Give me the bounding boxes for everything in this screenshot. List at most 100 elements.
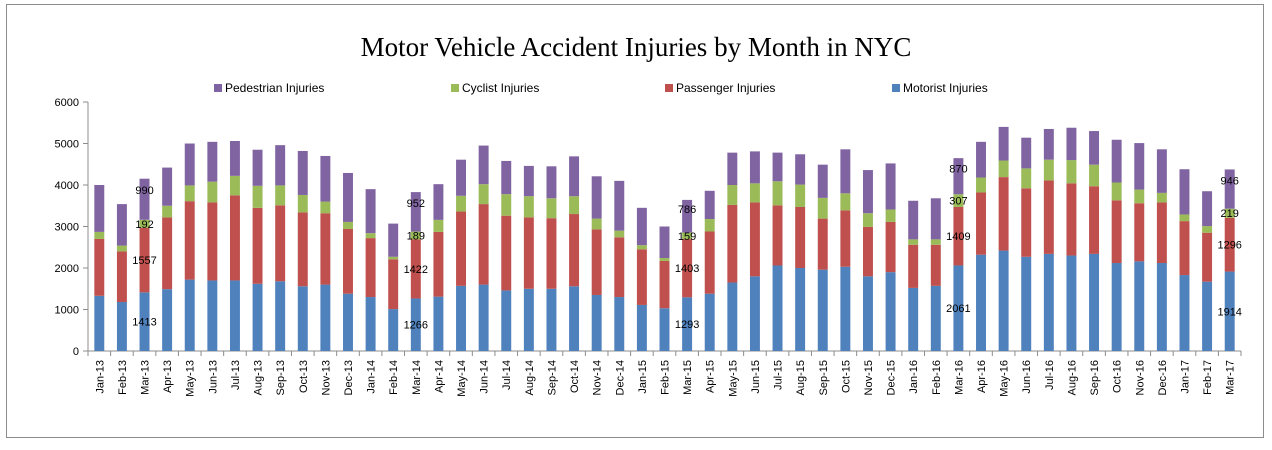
legend-label: Motorist Injuries [903,81,988,95]
x-tick-label: Jan-13 [94,360,106,394]
bar-segment [478,284,489,351]
bar-segment [523,196,534,218]
y-tick-label: 5000 [55,139,79,151]
bar-segment [704,190,715,220]
bars [94,126,1235,351]
bar-segment [94,185,105,232]
bar-segment [252,283,263,351]
bar-segment [546,166,557,199]
bar-segment [410,239,421,299]
x-tick-label: May-13 [185,360,197,397]
bar-segment [998,250,1009,351]
bar-segment [727,282,738,351]
bar-segment [433,184,444,220]
bar-segment [976,141,986,178]
bar-segment [862,213,873,227]
x-tick-label: May-16 [999,360,1011,397]
bar-segment [365,189,376,234]
bar-segment [1021,256,1032,351]
bar-segment [682,199,693,233]
data-label: 1914 [1217,306,1241,318]
bar-segment [343,293,353,351]
bar-segment [659,308,670,351]
bar-segment [456,211,467,286]
x-tick-label: Nov-16 [1134,360,1146,395]
bar-segment [1066,127,1077,161]
x-tick-label: Oct-14 [569,360,581,393]
bar-segment [116,302,127,351]
bar-segment [1089,253,1100,351]
bar-segment [727,204,738,283]
bar-segment [388,259,399,310]
bar-segment [1179,275,1190,351]
bar-segment [207,141,218,182]
bar-segment [840,266,851,351]
x-tick-label: Sep-14 [546,360,558,395]
bar-segment [139,178,150,220]
bar-segment [682,239,693,298]
bar-segment [94,295,105,351]
bar-segment [795,184,806,207]
bar-segment [591,229,602,295]
data-label: 1557 [132,255,156,267]
x-tick-label: Aug-16 [1066,360,1078,395]
bar-segment [1089,186,1100,254]
bar-segment [523,217,534,289]
bar-segment [1066,255,1077,351]
bar-segment [636,304,647,351]
bar-segment [749,202,760,277]
bar-segment [365,238,376,298]
bar-segment [275,185,286,206]
y-tick-label: 2000 [55,263,79,275]
bar-segment [343,228,353,294]
bar-segment [410,231,421,240]
bar-segment [229,280,240,351]
bar-segment [388,256,399,260]
bar-segment [885,163,896,210]
bar-segment [546,218,557,289]
bar-segment [817,269,828,351]
bar-segment [591,218,602,230]
x-tick-label: May-15 [727,360,739,397]
bar-segment [297,286,308,351]
x-tick-label: Jan-16 [908,360,920,394]
bar-segment [953,265,964,351]
bar-segment [659,258,670,261]
bar-segment [1111,182,1122,201]
bar-segment [229,141,240,176]
bar-segment [885,221,896,273]
bar-segment [569,196,580,215]
bar-segment [1043,128,1054,160]
bar-segment [501,160,512,195]
bar-segment [116,251,127,303]
bar-segment [704,231,715,294]
bar-segment [320,201,331,214]
bar-segment [1156,192,1167,203]
x-tick-label: Jul-14 [501,360,513,390]
bar-segment [252,185,263,208]
bar-segment [116,245,127,252]
x-tick-label: Dec-13 [343,360,355,395]
data-label: 1403 [675,263,699,275]
bar-segment [659,260,670,309]
x-tick-label: Jan-14 [366,360,378,394]
bar-segment [1111,263,1122,351]
x-tick-label: Jul-15 [773,360,785,390]
bar-segment [704,293,715,351]
bar-segment [749,151,760,184]
bar-segment [749,276,760,351]
bar-segment [478,204,489,285]
bar-segment [1179,169,1190,215]
x-tick-label: Jul-13 [230,360,242,390]
bar-segment [94,238,105,296]
bar-segment [388,223,399,257]
x-tick-label: Jan-17 [1179,360,1191,394]
bar-segment [1021,137,1032,169]
bar-segment [795,206,806,268]
data-label: 952 [407,198,425,210]
bar-segment [1066,183,1077,256]
legend-swatch [214,84,222,92]
data-label: 1422 [404,264,428,276]
x-tick-label: Nov-14 [592,360,604,395]
